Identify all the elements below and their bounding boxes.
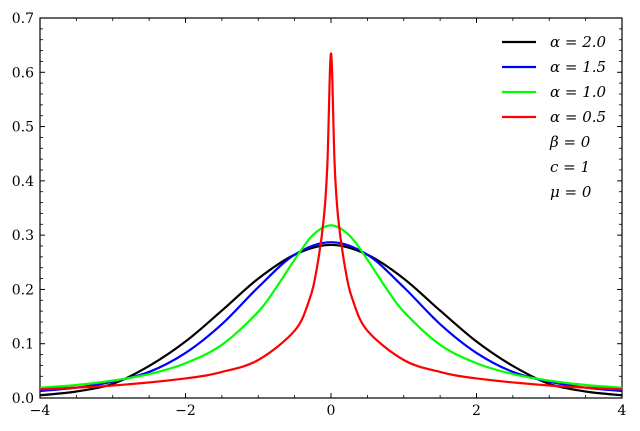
y-tick-label: 0.5	[12, 120, 34, 136]
series-line-1	[39, 241, 623, 393]
parameter-annotation: c = 1	[550, 158, 590, 176]
legend-label: α = 0.5	[550, 108, 606, 126]
legend-label: α = 1.5	[550, 58, 606, 76]
series-line-0	[39, 243, 623, 397]
series-line-3	[39, 52, 623, 391]
plot-frame	[39, 17, 623, 399]
series-lines	[39, 52, 623, 397]
series-line-2	[39, 224, 623, 389]
legend: α = 2.0 α = 1.5 α = 1.0 α = 0.5 β = 0 c = 1 μ …	[502, 33, 607, 201]
y-tick-label: 0.2	[12, 282, 34, 298]
x-tick-label: 4	[618, 403, 627, 419]
parameter-annotation: μ = 0	[550, 183, 592, 201]
x-tick-label: −2	[175, 403, 196, 419]
parameter-annotation: β = 0	[549, 133, 591, 151]
x-tick-label: 2	[472, 403, 481, 419]
y-axis: 0.0 0.1 0.2 0.3 0.4 0.5 0.6 0.7	[12, 11, 622, 407]
x-tick-label: 0	[327, 403, 336, 419]
y-tick-label: 0.4	[12, 174, 34, 190]
y-tick-label: 0.1	[12, 337, 34, 353]
y-tick-label: 0.6	[12, 65, 34, 81]
y-tick-label: 0.7	[12, 11, 34, 27]
x-axis: −4 −2 0 2 4	[30, 18, 627, 419]
legend-label: α = 1.0	[550, 83, 607, 101]
y-tick-label: 0.3	[12, 228, 34, 244]
x-tick-label: −4	[30, 403, 51, 419]
y-tick-label: 0.0	[12, 391, 34, 407]
legend-label: α = 2.0	[550, 33, 607, 51]
